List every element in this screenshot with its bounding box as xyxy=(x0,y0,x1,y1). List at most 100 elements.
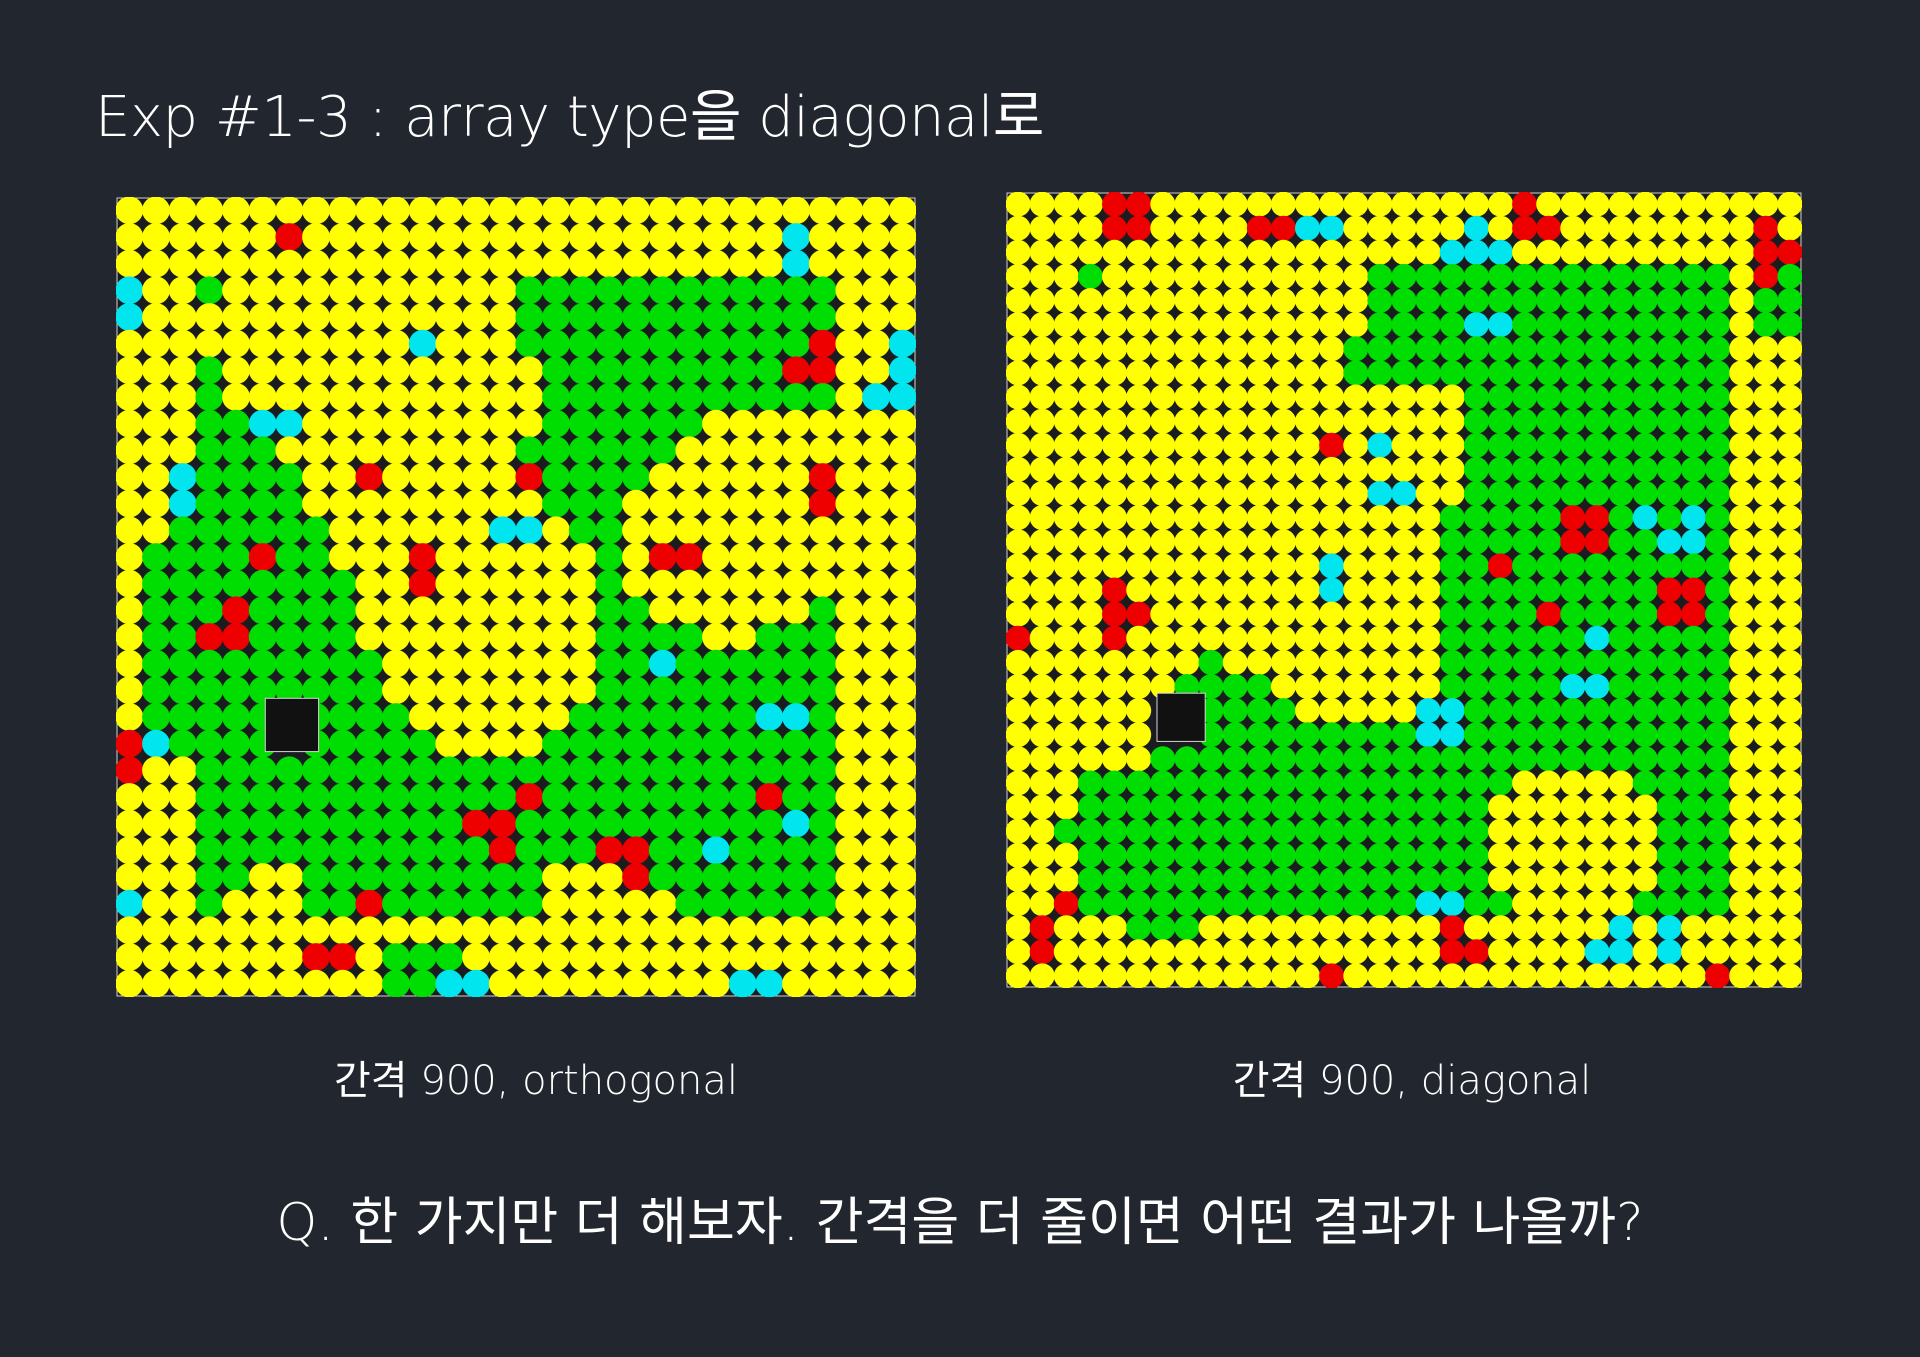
grid-dot xyxy=(1246,915,1272,941)
grid-dot xyxy=(382,756,410,785)
grid-dot xyxy=(568,836,597,865)
grid-dot xyxy=(862,356,890,385)
grid-dot xyxy=(568,943,597,971)
grid-dot xyxy=(648,463,677,491)
grid-dot xyxy=(142,596,170,625)
grid-dot xyxy=(808,303,837,331)
orthogonal-dot-grid xyxy=(116,197,916,997)
grid-dot xyxy=(1488,867,1513,892)
grid-dot xyxy=(702,916,730,945)
grid-dot xyxy=(515,623,544,651)
grid-dot xyxy=(355,676,384,705)
grid-dot xyxy=(1777,432,1802,458)
grid-dot xyxy=(1681,312,1706,338)
grid-dot xyxy=(1029,192,1055,217)
grid-dot xyxy=(222,916,250,945)
grid-dot xyxy=(1608,505,1634,531)
grid-dot xyxy=(1246,215,1272,241)
grid-dot xyxy=(1391,842,1417,868)
grid-dot xyxy=(1729,239,1755,265)
grid-dot xyxy=(1512,625,1538,651)
grid-dot xyxy=(1319,360,1345,386)
grid-dot xyxy=(1439,384,1465,410)
grid-dot xyxy=(488,249,517,278)
grid-dot xyxy=(1222,577,1248,603)
grid-dot xyxy=(862,836,890,865)
grid-dot xyxy=(568,516,597,545)
grid-dot xyxy=(1343,529,1369,555)
grid-dot xyxy=(1777,239,1802,265)
grid-dot xyxy=(1560,312,1586,338)
grid-dot xyxy=(595,676,624,705)
grid-dot xyxy=(1777,794,1802,820)
grid-dot xyxy=(1536,263,1562,289)
grid-dot xyxy=(1006,263,1031,289)
grid-dot xyxy=(1246,649,1272,675)
grid-dot xyxy=(1439,963,1465,988)
grid-dot xyxy=(302,249,330,278)
grid-dot xyxy=(328,943,357,971)
grid-dot xyxy=(1150,818,1176,844)
grid-dot xyxy=(702,623,730,651)
grid-dot xyxy=(275,783,304,811)
grid-dot xyxy=(382,836,410,865)
grid-dot xyxy=(1126,891,1152,917)
grid-dot xyxy=(1536,770,1562,796)
grid-dot xyxy=(1777,312,1802,338)
grid-dot xyxy=(1295,408,1320,434)
grid-dot xyxy=(1729,288,1755,313)
grid-dot xyxy=(1174,770,1200,796)
grid-dot xyxy=(1391,192,1417,217)
grid-dot xyxy=(116,249,144,278)
grid-dot xyxy=(1053,649,1079,675)
grid-dot xyxy=(1077,770,1103,796)
grid-dot xyxy=(1463,939,1489,965)
grid-dot xyxy=(1656,553,1682,579)
grid-dot xyxy=(568,569,597,598)
grid-dot xyxy=(142,809,170,838)
grid-dot xyxy=(1729,963,1755,988)
grid-dot xyxy=(728,329,757,358)
grid-dot xyxy=(1295,698,1320,724)
grid-dot xyxy=(142,383,170,411)
grid-dot xyxy=(595,623,624,651)
grid-dot xyxy=(542,756,570,785)
grid-dot xyxy=(1536,915,1562,941)
grid-dot xyxy=(888,303,916,331)
grid-dot xyxy=(1343,408,1369,434)
grid-dot xyxy=(1174,456,1200,482)
grid-dot xyxy=(568,863,597,891)
grid-dot xyxy=(275,356,304,385)
grid-dot xyxy=(382,303,410,331)
grid-dot xyxy=(1006,384,1031,410)
grid-dot xyxy=(1343,770,1369,796)
grid-dot xyxy=(408,703,437,731)
grid-dot xyxy=(648,489,677,518)
grid-dot xyxy=(835,356,864,385)
grid-dot xyxy=(1222,312,1248,338)
grid-dot xyxy=(808,436,837,465)
grid-dot xyxy=(142,489,170,518)
grid-dot xyxy=(675,969,704,997)
grid-dot xyxy=(1319,770,1345,796)
grid-dot xyxy=(168,649,197,678)
grid-dot xyxy=(1536,432,1562,458)
grid-dot xyxy=(488,649,517,678)
grid-dot xyxy=(1656,529,1682,555)
grid-dot xyxy=(595,596,624,625)
grid-dot xyxy=(515,676,544,705)
grid-dot xyxy=(1319,432,1345,458)
grid-dot xyxy=(408,436,437,465)
grid-dot xyxy=(1222,674,1248,699)
grid-dot xyxy=(142,649,170,678)
grid-dot xyxy=(1391,553,1417,579)
grid-dot xyxy=(782,197,810,225)
grid-dot xyxy=(1029,577,1055,603)
grid-dot xyxy=(1608,239,1634,265)
grid-dot xyxy=(248,516,277,545)
grid-dot xyxy=(835,197,864,225)
grid-dot xyxy=(222,356,250,385)
grid-dot xyxy=(1029,288,1055,313)
grid-dot xyxy=(1439,867,1465,892)
grid-dot xyxy=(302,783,330,811)
